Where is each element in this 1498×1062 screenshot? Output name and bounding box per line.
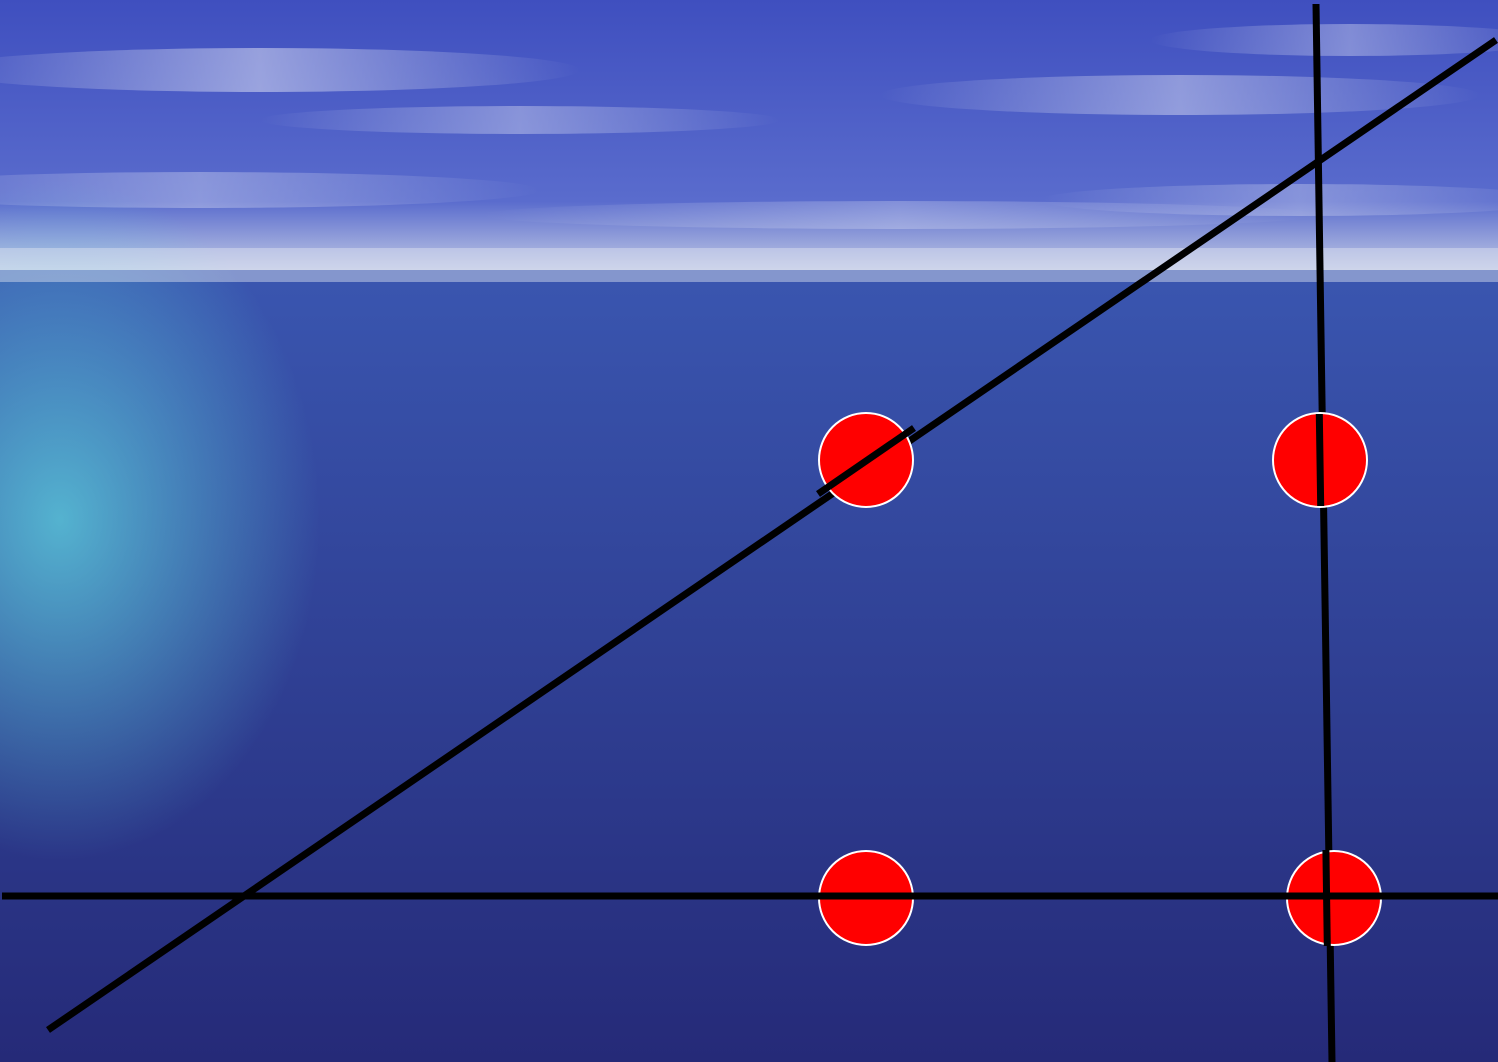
horizon-haze [0,248,1498,282]
vertical-line-overlay [1315,413,1325,507]
light-glow [0,180,320,860]
clouds [0,24,1498,229]
diagonal-line [46,37,1498,1033]
diagonal-line-overlay [816,425,916,497]
dots-group [818,412,1382,946]
vertical-line-overlay [1322,849,1331,947]
lines-over-dots [816,413,1382,947]
